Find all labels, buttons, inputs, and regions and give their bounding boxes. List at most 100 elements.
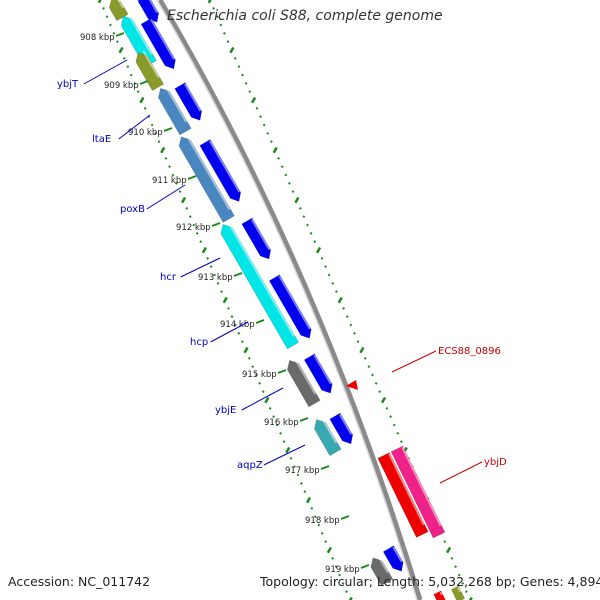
outer-track-dot [259,115,262,119]
reverse-cds-9 [370,555,393,586]
kbp-tick-mark [320,465,330,470]
inner-track-dot [188,215,192,219]
gene-label-poxB: poxB [120,204,145,215]
reverse-cds-3-shape [135,52,164,91]
reverse-cds-8 [314,417,342,457]
inner-track-dot [338,573,341,577]
inner-track-dot [222,296,228,304]
kbp-tick-mark [299,417,309,422]
outer-track-dot [288,181,291,185]
forward-cds-5 [241,217,271,260]
reverse-cds-7 [287,357,321,408]
forward-cds-3 [174,82,202,121]
gene-label-ybjD: ybjD [484,457,507,468]
forward-cds-8-shape [329,412,353,445]
outer-track-dot [315,246,322,254]
reverse-cds-3-bevel [142,50,160,79]
outer-track-dot [465,590,468,594]
inner-track-dot [105,15,109,19]
gene-label-ECS88_0896: ECS88_0896 [438,346,501,357]
outer-track-dot [342,306,345,310]
outer-track-dot [371,373,374,377]
forward-cds-9-shape [382,545,404,572]
outer-track-dot [389,415,392,419]
leader-line-ybjE [241,387,284,411]
outer-track-dot [374,381,378,385]
pink-feature-shape [390,445,446,539]
inner-track-dot [282,440,286,444]
inner-track-dot [201,246,207,254]
inner-track-dot [171,173,175,177]
outer-track-dot [277,156,280,160]
inner-track-dot [192,223,196,227]
leader-line-poxB [146,184,186,210]
outer-track-dot [356,340,360,344]
genome-backbone [156,0,423,600]
inner-track-dot [317,523,321,527]
reverse-cds-9-shape [370,557,393,586]
outer-track-dot [378,390,382,394]
outer-track-dot [237,65,241,69]
kbp-tick-mark [277,369,287,374]
outer-track-dot [248,90,252,94]
inner-track-dot [136,90,140,94]
outer-track-dot [219,23,223,27]
inner-track-dot [347,596,353,600]
map-title: Escherichia coli S88, complete genome [167,8,443,24]
inner-track-dot [334,565,338,569]
leader-line-ybjT [83,59,128,85]
outer-track-dot [280,165,284,169]
inner-track-dot [154,131,157,135]
outer-track-dot [241,73,244,77]
kbp-tick-label: 917 kbp [285,466,320,476]
red-feature-small-bevel [439,591,443,596]
outer-track-dot [298,206,302,210]
inner-track-dot [268,406,272,410]
inner-track-dot [160,146,166,154]
inner-track-dot [209,265,213,269]
inner-track-dot [313,515,317,519]
inner-track-dot [227,306,230,310]
outer-track-dot [400,440,403,444]
inner-track-dot [275,423,279,427]
outer-track-dot [309,231,313,235]
inner-track-dot [102,6,105,10]
right-gene-labels: ECS88_0896 ybjD [391,346,507,484]
outer-track-dot [294,196,300,204]
forward-cds-4-bevel [208,140,241,193]
outer-track-dot [385,406,389,410]
gene-label-ybjT: ybjT [57,79,79,90]
reverse-cds-2-shape [120,15,157,68]
forward-cds-3-bevel [183,83,202,112]
backbone-line [157,0,423,600]
kbp-tick-label: 919 kbp [325,565,360,575]
inner-track-dot [133,81,137,85]
outer-track-dot [207,0,213,4]
reverse-cds-2 [120,13,157,68]
reverse-cds-5 [178,134,235,223]
forward-cds-5-shape [241,217,271,260]
olive-feature-small [451,585,465,600]
gene-label-hcp: hcp [190,337,208,348]
forward-cds-9 [382,545,404,572]
outer-track-dot [359,346,365,354]
inner-track-dot [220,290,223,294]
inner-track-dot [206,256,210,260]
outer-track-dot [270,140,273,144]
inner-track-dot [139,96,145,104]
accession-text: Accession: NC_011742 [8,574,151,589]
outer-track-dot [467,596,473,600]
outer-track-dot [233,56,237,60]
leader-line-hcp [210,321,249,343]
reverse-cds-1 [109,0,129,22]
outer-track-dot [396,431,400,435]
outer-track-dot [454,565,457,569]
forward-cds-8 [329,412,353,445]
outer-track-dot [215,15,219,19]
kbp-tick-label: 908 kbp [80,33,115,43]
kbp-tick-mark [211,222,221,227]
outer-track-dot [461,581,465,585]
feature-track [109,0,465,600]
outer-track-dot [255,106,259,110]
outer-track-dot [320,256,324,260]
